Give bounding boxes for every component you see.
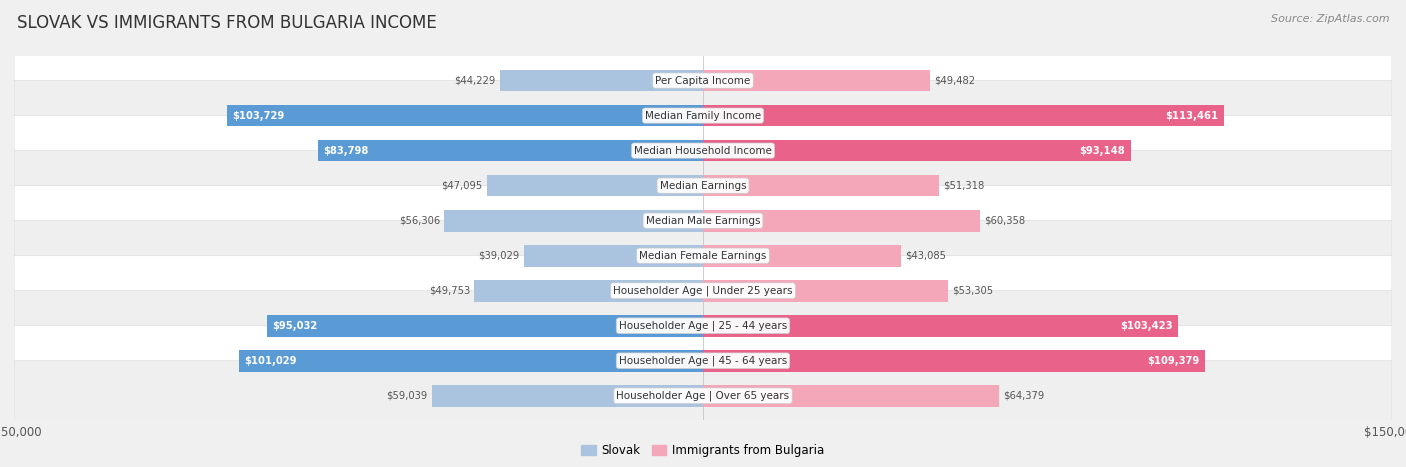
- Bar: [703, 140, 1130, 162]
- Bar: [703, 315, 1178, 337]
- Text: $49,753: $49,753: [429, 286, 471, 296]
- Text: $113,461: $113,461: [1166, 111, 1219, 120]
- Text: Median Household Income: Median Household Income: [634, 146, 772, 156]
- FancyBboxPatch shape: [14, 220, 1392, 290]
- Text: Source: ZipAtlas.com: Source: ZipAtlas.com: [1271, 14, 1389, 24]
- FancyBboxPatch shape: [14, 45, 1392, 115]
- Text: $56,306: $56,306: [399, 216, 440, 226]
- Bar: [703, 210, 980, 232]
- Text: $64,379: $64,379: [1002, 391, 1045, 401]
- Bar: [703, 350, 1205, 372]
- Text: Median Earnings: Median Earnings: [659, 181, 747, 191]
- Text: Householder Age | 25 - 44 years: Householder Age | 25 - 44 years: [619, 320, 787, 331]
- Text: $44,229: $44,229: [454, 76, 496, 85]
- Bar: [226, 105, 703, 127]
- FancyBboxPatch shape: [14, 361, 1392, 431]
- FancyBboxPatch shape: [14, 150, 1392, 220]
- FancyBboxPatch shape: [14, 326, 1392, 396]
- Text: Median Male Earnings: Median Male Earnings: [645, 216, 761, 226]
- Text: $43,085: $43,085: [905, 251, 946, 261]
- Text: Median Female Earnings: Median Female Earnings: [640, 251, 766, 261]
- Bar: [703, 385, 998, 407]
- Legend: Slovak, Immigrants from Bulgaria: Slovak, Immigrants from Bulgaria: [576, 439, 830, 462]
- Bar: [703, 280, 948, 302]
- Text: Householder Age | 45 - 64 years: Householder Age | 45 - 64 years: [619, 355, 787, 366]
- Bar: [239, 350, 703, 372]
- Text: $60,358: $60,358: [984, 216, 1025, 226]
- Text: $47,095: $47,095: [441, 181, 482, 191]
- FancyBboxPatch shape: [14, 185, 1392, 256]
- Bar: [267, 315, 703, 337]
- Bar: [703, 70, 931, 92]
- Bar: [703, 175, 939, 197]
- FancyBboxPatch shape: [14, 115, 1392, 185]
- Bar: [474, 280, 703, 302]
- Text: Median Family Income: Median Family Income: [645, 111, 761, 120]
- Bar: [444, 210, 703, 232]
- Bar: [486, 175, 703, 197]
- Text: $59,039: $59,039: [387, 391, 427, 401]
- Text: $109,379: $109,379: [1147, 356, 1199, 366]
- Bar: [501, 70, 703, 92]
- Text: Householder Age | Under 25 years: Householder Age | Under 25 years: [613, 285, 793, 296]
- FancyBboxPatch shape: [14, 80, 1392, 150]
- Bar: [524, 245, 703, 267]
- Bar: [703, 245, 901, 267]
- Bar: [432, 385, 703, 407]
- Text: $101,029: $101,029: [245, 356, 297, 366]
- Text: $103,423: $103,423: [1121, 321, 1173, 331]
- Text: $53,305: $53,305: [952, 286, 993, 296]
- FancyBboxPatch shape: [14, 256, 1392, 326]
- Text: $93,148: $93,148: [1080, 146, 1125, 156]
- Text: $103,729: $103,729: [232, 111, 284, 120]
- Text: $83,798: $83,798: [323, 146, 368, 156]
- Text: $95,032: $95,032: [271, 321, 318, 331]
- Bar: [703, 105, 1225, 127]
- FancyBboxPatch shape: [14, 290, 1392, 361]
- Bar: [318, 140, 703, 162]
- Text: Per Capita Income: Per Capita Income: [655, 76, 751, 85]
- Text: $49,482: $49,482: [935, 76, 976, 85]
- Text: $39,029: $39,029: [478, 251, 520, 261]
- Text: SLOVAK VS IMMIGRANTS FROM BULGARIA INCOME: SLOVAK VS IMMIGRANTS FROM BULGARIA INCOM…: [17, 14, 437, 32]
- Text: $51,318: $51,318: [943, 181, 984, 191]
- Text: Householder Age | Over 65 years: Householder Age | Over 65 years: [616, 390, 790, 401]
